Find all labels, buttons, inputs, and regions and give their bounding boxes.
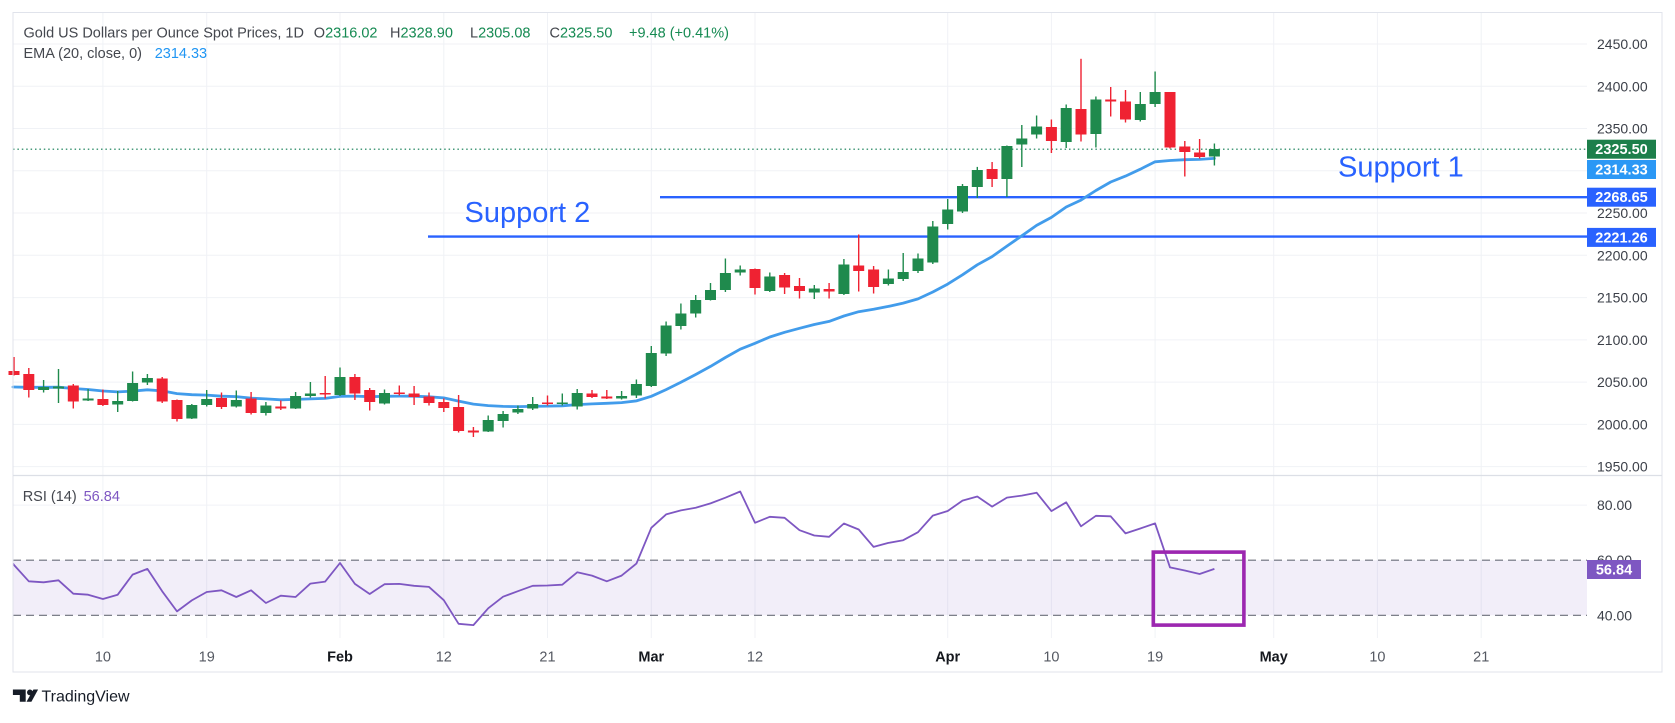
- svg-text:21: 21: [539, 650, 555, 666]
- svg-text:+9.48 (+0.41%): +9.48 (+0.41%): [629, 25, 729, 41]
- svg-text:O2316.02: O2316.02: [314, 25, 378, 41]
- svg-text:May: May: [1260, 650, 1288, 666]
- svg-text:56.84: 56.84: [84, 489, 120, 505]
- svg-text:80.00: 80.00: [1597, 497, 1632, 513]
- svg-text:10: 10: [1369, 650, 1385, 666]
- svg-text:2200.00: 2200.00: [1597, 247, 1648, 263]
- svg-text:EMA (20, close, 0): EMA (20, close, 0): [24, 46, 142, 62]
- svg-text:2100.00: 2100.00: [1597, 332, 1648, 348]
- svg-text:12: 12: [747, 650, 763, 666]
- svg-text:Support 2: Support 2: [465, 197, 591, 229]
- svg-text:10: 10: [95, 650, 111, 666]
- svg-text:Mar: Mar: [638, 650, 664, 666]
- svg-text:Feb: Feb: [327, 650, 353, 666]
- svg-text:2450.00: 2450.00: [1597, 36, 1648, 52]
- svg-text:H2328.90: H2328.90: [390, 25, 453, 41]
- svg-text:Apr: Apr: [935, 650, 960, 666]
- svg-text:56.84: 56.84: [1596, 563, 1632, 579]
- svg-text:Support 1: Support 1: [1338, 152, 1464, 184]
- svg-text:2314.33: 2314.33: [1595, 163, 1647, 179]
- svg-text:10: 10: [1043, 650, 1059, 666]
- svg-text:21: 21: [1473, 650, 1489, 666]
- svg-text:2221.26: 2221.26: [1595, 230, 1647, 246]
- svg-text:19: 19: [1147, 650, 1163, 666]
- svg-text:40.00: 40.00: [1597, 607, 1632, 623]
- svg-text:19: 19: [199, 650, 215, 666]
- svg-text:2400.00: 2400.00: [1597, 78, 1648, 94]
- svg-text:RSI (14): RSI (14): [23, 489, 77, 505]
- svg-text:1950.00: 1950.00: [1597, 459, 1648, 475]
- svg-text:Gold US Dollars per Ounce Spot: Gold US Dollars per Ounce Spot Prices, 1…: [24, 25, 304, 41]
- svg-text:2000.00: 2000.00: [1597, 416, 1648, 432]
- svg-text:L2305.08: L2305.08: [470, 25, 531, 41]
- svg-text:2325.50: 2325.50: [1595, 142, 1647, 158]
- svg-text:2314.33: 2314.33: [155, 46, 207, 62]
- svg-text:2150.00: 2150.00: [1597, 290, 1648, 306]
- svg-text:2268.65: 2268.65: [1595, 190, 1647, 206]
- svg-text:2350.00: 2350.00: [1597, 121, 1648, 137]
- svg-text:2050.00: 2050.00: [1597, 374, 1648, 390]
- svg-text:TradingView: TradingView: [42, 689, 130, 706]
- svg-text:2250.00: 2250.00: [1597, 205, 1648, 221]
- svg-text:C2325.50: C2325.50: [550, 25, 613, 41]
- svg-text:12: 12: [436, 650, 452, 666]
